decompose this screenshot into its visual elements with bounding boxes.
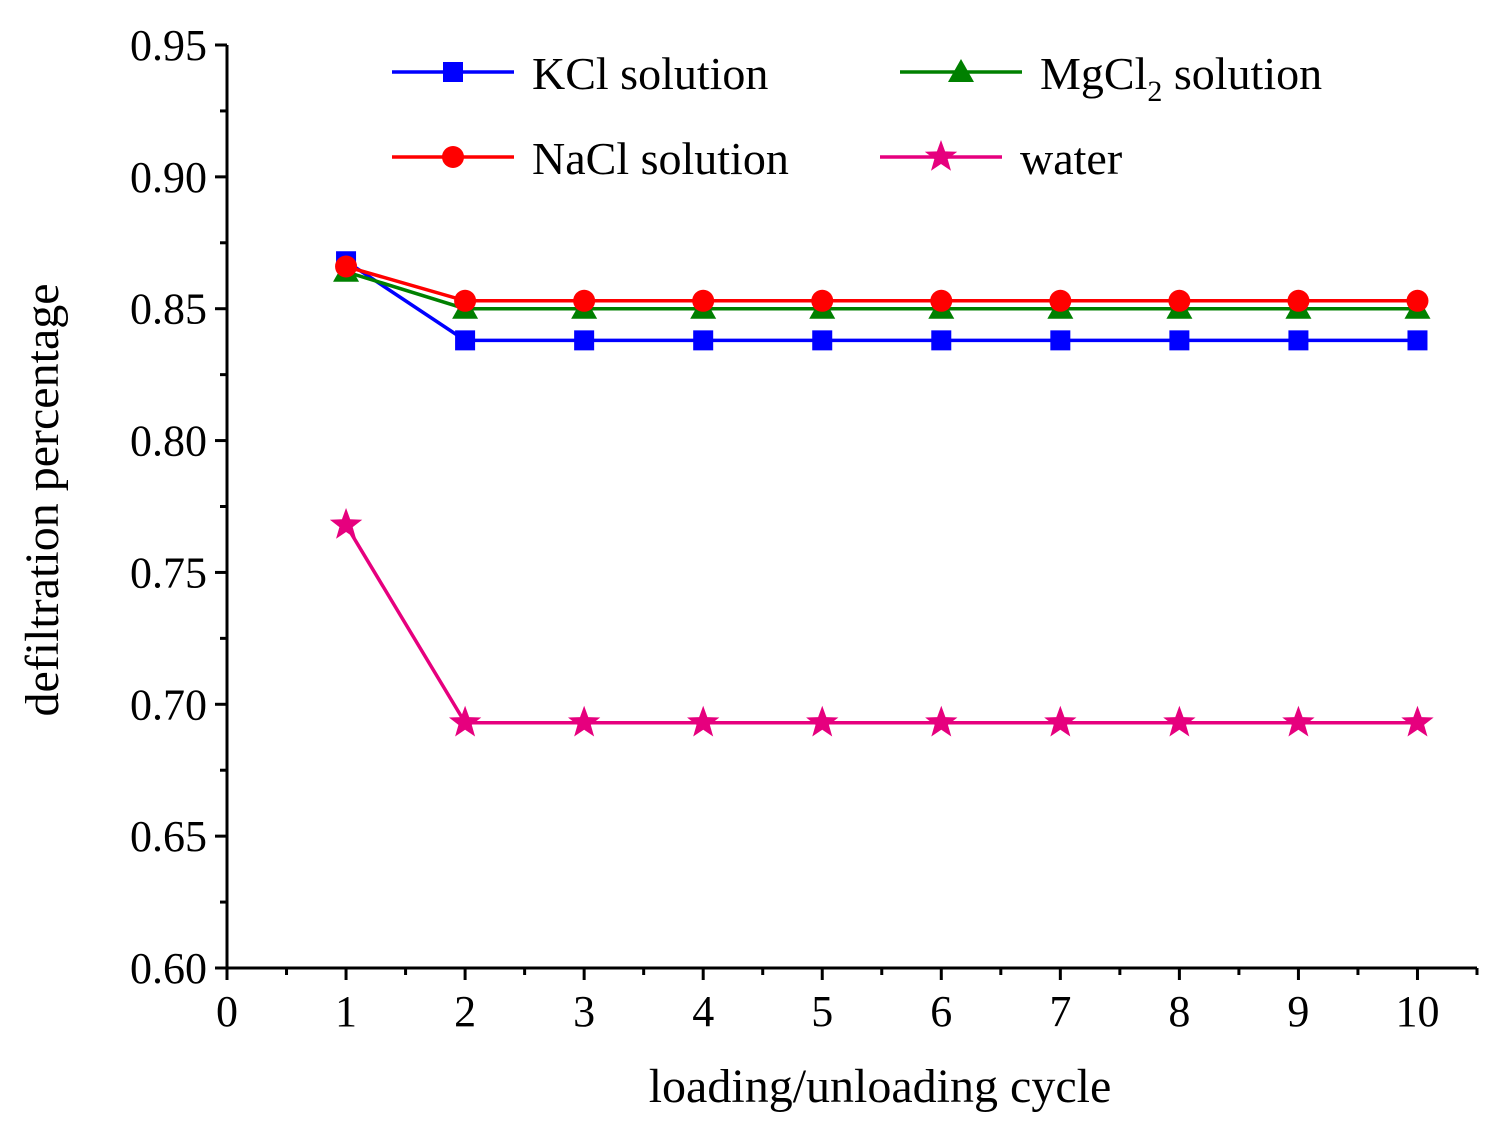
- legend-label: MgCl2 solution: [1040, 48, 1322, 108]
- data-point: [1168, 289, 1191, 312]
- legend-entry: KCl solution: [392, 48, 768, 99]
- data-point: [1050, 330, 1071, 351]
- x-tick-label: 8: [1168, 987, 1190, 1036]
- x-tick-label: 1: [335, 987, 357, 1036]
- y-tick-label: 0.95: [130, 21, 207, 70]
- legend-label-name: NaCl solution: [532, 133, 789, 184]
- legend-label-subscript: 2: [1147, 75, 1162, 108]
- x-tick-label: 3: [573, 987, 595, 1036]
- data-point: [567, 705, 601, 737]
- data-point: [693, 330, 714, 351]
- x-tick-label: 5: [811, 987, 833, 1036]
- series-line: [345, 259, 1418, 343]
- data-point: [573, 289, 596, 312]
- legend-label: NaCl solution: [532, 133, 789, 184]
- x-tick-label: 10: [1395, 987, 1439, 1036]
- y-tick-label: 0.70: [130, 680, 207, 729]
- y-axis-title: defiltration percentage: [16, 283, 69, 716]
- y-tick-label: 0.75: [130, 548, 207, 597]
- x-axis-title: loading/unloading cycle: [649, 1060, 1112, 1113]
- data-point: [692, 289, 715, 312]
- data-point: [687, 705, 720, 737]
- data-point: [454, 289, 477, 312]
- legend-marker: [924, 140, 958, 171]
- data-point: [455, 330, 476, 351]
- legend-marker: [443, 62, 463, 82]
- legend-entry: water: [880, 133, 1122, 184]
- data-point: [1282, 705, 1315, 737]
- data-point: [806, 705, 839, 737]
- series-nacl-solution: [335, 255, 1429, 312]
- data-point: [1049, 289, 1072, 312]
- data-point: [925, 705, 958, 737]
- series-line: [345, 270, 1418, 311]
- data-point: [448, 705, 482, 737]
- data-point: [1406, 289, 1429, 312]
- legend-label-name: KCl solution: [532, 48, 768, 99]
- series-layer: [329, 251, 1434, 737]
- data-point: [329, 507, 363, 539]
- legend-marker: [442, 146, 464, 168]
- data-point: [1288, 330, 1309, 351]
- data-point: [335, 255, 358, 278]
- series-mgcl: [333, 258, 1431, 319]
- y-tick-label: 0.90: [130, 153, 207, 202]
- legend-marker: [948, 59, 974, 82]
- data-point: [811, 289, 834, 312]
- x-tick-label: 4: [692, 987, 714, 1036]
- legend-label-name: water: [1020, 133, 1122, 184]
- x-tick-label: 9: [1287, 987, 1309, 1036]
- legend-label-name: MgCl: [1040, 48, 1147, 99]
- series-water: [329, 507, 1434, 737]
- y-tick-label: 0.65: [130, 812, 207, 861]
- series-line: [345, 264, 1418, 303]
- data-point: [812, 330, 833, 351]
- legend-entry: NaCl solution: [392, 133, 789, 184]
- series-kcl-solution: [336, 251, 1428, 351]
- legend: KCl solution MgCl2 solution NaCl solution w…: [392, 48, 1322, 184]
- x-tick-label: 7: [1049, 987, 1071, 1036]
- axes: 0.60 0.65 0.70 0.75 0.80 0.85 0.90 0.95 0 1 2 3 4 5 6 7…: [130, 21, 1479, 1036]
- legend-label: KCl solution: [532, 48, 768, 99]
- series-line: [344, 524, 1418, 725]
- y-tick-label: 0.60: [130, 944, 207, 993]
- data-point: [931, 330, 952, 351]
- legend-label-suffix: solution: [1162, 48, 1322, 99]
- x-tick-label: 2: [454, 987, 476, 1036]
- data-point: [930, 289, 953, 312]
- data-point: [1407, 330, 1428, 351]
- x-tick-label: 0: [216, 987, 238, 1036]
- data-point: [1401, 705, 1434, 737]
- y-tick-label: 0.80: [130, 417, 207, 466]
- data-point: [1287, 289, 1310, 312]
- y-tick-label: 0.85: [130, 285, 207, 334]
- x-tick-label: 6: [930, 987, 952, 1036]
- data-point: [574, 330, 595, 351]
- legend-label: water: [1020, 133, 1122, 184]
- data-point: [1044, 705, 1077, 737]
- legend-entry: MgCl2 solution: [900, 48, 1322, 108]
- data-point: [1163, 705, 1196, 737]
- data-point: [1169, 330, 1190, 351]
